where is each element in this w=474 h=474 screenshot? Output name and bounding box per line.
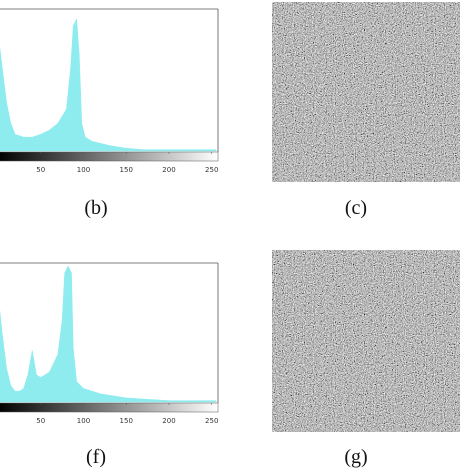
noise-image (272, 2, 460, 182)
x-tick-label: 250 (205, 166, 218, 174)
x-tick-label: 100 (77, 417, 90, 425)
x-tick-label: 100 (77, 166, 90, 174)
histogram-area (0, 18, 217, 152)
caption: (c) (345, 197, 367, 219)
x-tick-label: 150 (120, 166, 133, 174)
noise-image (272, 250, 460, 432)
x-tick-label: 50 (36, 166, 45, 174)
caption: (b) (84, 197, 107, 219)
x-tick-label: 50 (36, 417, 45, 425)
x-tick-label: 250 (205, 417, 218, 425)
x-tick-label: 150 (120, 417, 133, 425)
x-tick-label: 200 (162, 166, 175, 174)
colorbar (0, 402, 219, 413)
colorbar (0, 151, 219, 162)
x-tick-label: 200 (162, 417, 175, 425)
caption: (f) (86, 446, 106, 468)
caption: (g) (344, 446, 367, 468)
histogram-area (0, 265, 217, 403)
